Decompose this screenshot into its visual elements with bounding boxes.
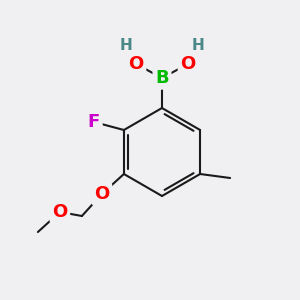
Text: O: O: [52, 203, 68, 221]
Text: B: B: [155, 69, 169, 87]
Text: H: H: [192, 38, 204, 53]
Text: O: O: [180, 55, 196, 73]
Text: F: F: [88, 113, 100, 131]
Text: H: H: [120, 38, 132, 53]
Text: O: O: [94, 185, 110, 203]
Text: O: O: [128, 55, 144, 73]
